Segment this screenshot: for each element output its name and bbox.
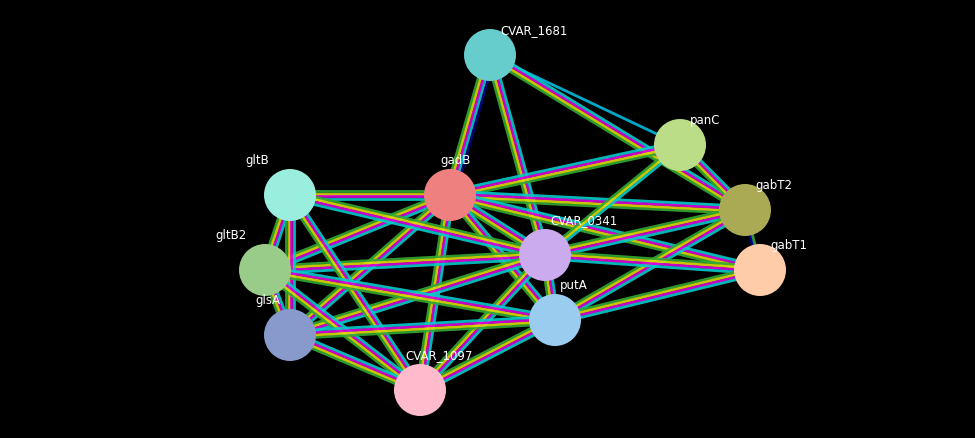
Circle shape: [654, 119, 706, 171]
Circle shape: [734, 244, 786, 296]
Text: CVAR_1097: CVAR_1097: [405, 349, 472, 362]
Circle shape: [424, 169, 476, 221]
Text: CVAR_1681: CVAR_1681: [500, 24, 567, 37]
Text: panC: panC: [690, 114, 721, 127]
Text: glsA: glsA: [255, 294, 280, 307]
Circle shape: [519, 229, 571, 281]
Circle shape: [464, 29, 516, 81]
Text: gltB2: gltB2: [215, 229, 247, 242]
Circle shape: [529, 294, 581, 346]
Text: gabT2: gabT2: [755, 179, 792, 192]
Text: CVAR_0341: CVAR_0341: [550, 214, 617, 227]
Circle shape: [239, 244, 291, 296]
Circle shape: [719, 184, 771, 236]
Text: gabT1: gabT1: [770, 239, 807, 252]
Circle shape: [264, 169, 316, 221]
Text: putA: putA: [560, 279, 588, 292]
Text: gadB: gadB: [440, 154, 470, 167]
Text: gltB: gltB: [245, 154, 269, 167]
Circle shape: [394, 364, 446, 416]
Circle shape: [264, 309, 316, 361]
